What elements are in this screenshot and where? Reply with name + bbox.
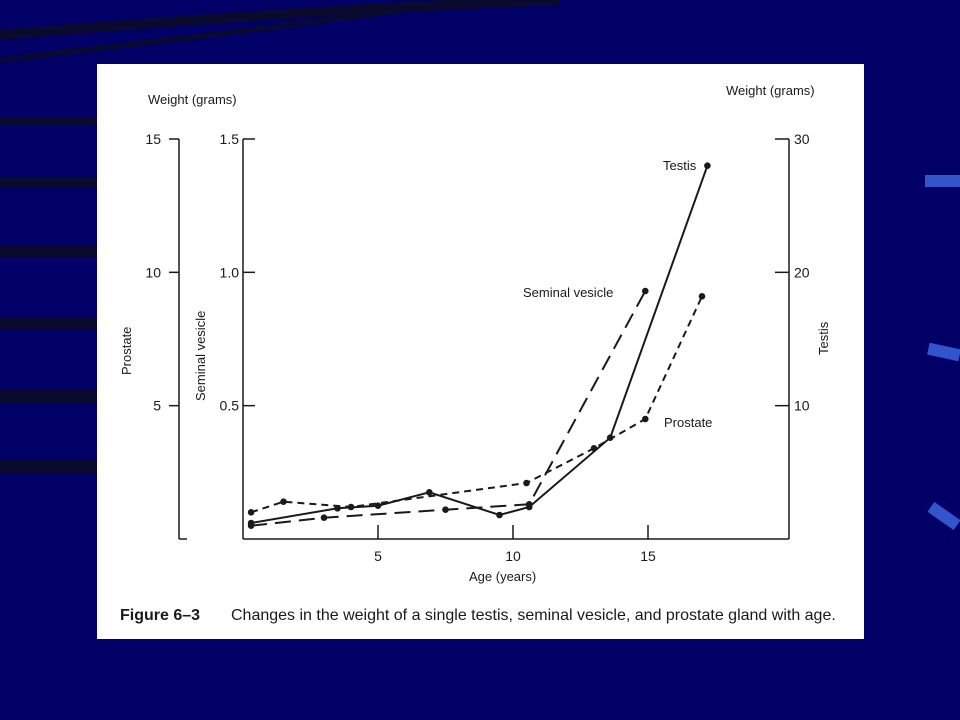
accent-dash[interactable] — [927, 342, 960, 362]
data-point — [704, 162, 711, 169]
series-label-prostate: Prostate — [664, 415, 713, 430]
stripe — [0, 390, 97, 404]
data-point — [426, 489, 433, 496]
data-point — [496, 511, 503, 519]
testis-tick-label: 10 — [794, 398, 810, 414]
stripe — [0, 318, 97, 330]
data-point — [642, 415, 649, 423]
data-point — [606, 434, 614, 441]
series-label-seminal-vesicle: Seminal vesicle — [523, 285, 614, 300]
data-point — [525, 501, 533, 508]
prostate-tick-label: 10 — [145, 264, 161, 280]
left-unit-label: Weight (grams) — [148, 92, 237, 107]
data-point — [280, 498, 287, 505]
x-tick-label: 10 — [505, 548, 521, 564]
series-label-testis: Testis — [663, 158, 697, 173]
figure-caption: Changes in the weight of a single testis… — [231, 607, 836, 624]
prostate-axis-label: Prostate — [119, 326, 134, 375]
data-point — [523, 479, 530, 487]
data-point — [347, 503, 355, 511]
seminal-vesicle-tick-label: 1.5 — [220, 131, 240, 147]
series-line — [250, 290, 647, 527]
data-point — [320, 514, 328, 521]
seminal-vesicle-axis-label: Seminal vesicle — [193, 310, 208, 401]
accent-dash[interactable] — [927, 501, 960, 531]
data-point — [247, 522, 255, 529]
prostate-tick-label: 15 — [145, 131, 161, 147]
line-chart: 5 10 15 0.5 1.0 1.5 10 20 30 5 10 15 — [145, 131, 810, 564]
series-line — [250, 295, 703, 514]
data-point — [590, 445, 598, 452]
figure-number: Figure 6–3 — [120, 607, 201, 624]
stripe — [0, 118, 97, 126]
data-point — [442, 506, 449, 513]
accent-dash[interactable] — [925, 175, 960, 187]
stripe — [0, 245, 97, 257]
right-unit-label: Weight (grams) — [726, 83, 815, 98]
seminal-vesicle-tick-label: 1.0 — [220, 264, 240, 280]
data-point — [374, 502, 382, 509]
seminal-vesicle-tick-label: 0.5 — [220, 398, 240, 414]
figure-panel: 5 10 15 0.5 1.0 1.5 10 20 30 5 10 15 Weight (grams)… — [97, 64, 864, 639]
x-tick-label: 15 — [640, 548, 656, 564]
stripe — [0, 460, 97, 474]
series-line — [250, 165, 709, 524]
testis-tick-label: 20 — [794, 264, 810, 280]
data-point — [247, 509, 255, 516]
stripe — [0, 178, 97, 188]
curved-stripe — [0, 0, 561, 40]
testis-axis-label: Testis — [816, 321, 831, 355]
x-axis-label: Age (years) — [469, 569, 537, 584]
prostate-tick-label: 5 — [153, 398, 161, 414]
curved-stripe — [0, 0, 481, 63]
data-point — [698, 293, 706, 300]
x-tick-label: 5 — [374, 548, 382, 564]
data-point — [642, 287, 649, 295]
testis-tick-label: 30 — [794, 131, 810, 147]
